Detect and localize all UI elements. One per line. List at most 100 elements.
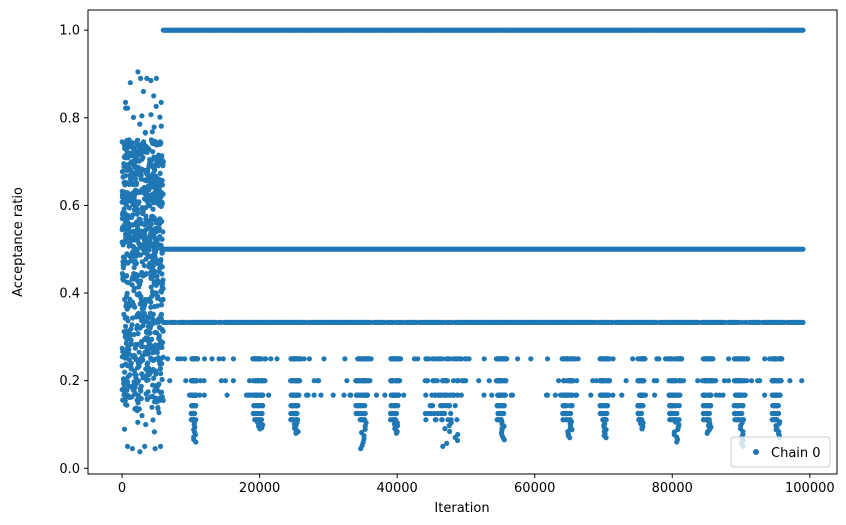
data-point: [306, 356, 312, 362]
data-point: [191, 378, 197, 384]
data-point: [156, 221, 163, 227]
data-point: [155, 201, 161, 207]
data-point: [193, 439, 199, 445]
data-point: [259, 392, 265, 398]
data-point: [252, 410, 258, 417]
data-point: [129, 222, 136, 228]
data-point: [476, 378, 482, 384]
data-point: [132, 232, 139, 238]
data-point: [130, 145, 136, 151]
data-point: [134, 211, 140, 217]
data-point: [508, 392, 514, 398]
data-point: [564, 378, 570, 384]
data-point: [159, 156, 165, 162]
data-point: [139, 343, 145, 350]
data-point: [674, 439, 680, 445]
data-point: [152, 236, 158, 242]
data-point: [703, 403, 709, 409]
data-point: [501, 403, 507, 409]
data-point: [565, 410, 571, 417]
data-point: [123, 323, 129, 329]
data-point: [145, 360, 151, 366]
data-point: [800, 319, 806, 325]
data-point: [122, 334, 128, 340]
data-point: [449, 392, 455, 398]
data-point: [605, 356, 612, 362]
data-point: [428, 403, 434, 409]
data-point: [138, 315, 144, 321]
data-point: [154, 303, 160, 309]
data-point: [143, 421, 149, 428]
data-point: [708, 356, 715, 362]
data-point: [288, 356, 294, 362]
data-point: [123, 229, 130, 235]
data-point: [740, 403, 746, 409]
data-point: [142, 302, 148, 308]
data-point: [156, 324, 163, 330]
data-point: [619, 392, 625, 398]
data-point: [158, 311, 165, 317]
data-point: [777, 392, 783, 398]
data-point: [259, 410, 265, 417]
data-point: [568, 403, 574, 409]
data-point: [652, 392, 658, 398]
data-point: [364, 392, 370, 398]
data-point: [142, 232, 148, 238]
scatter-points: [119, 27, 806, 455]
data-point: [154, 273, 160, 279]
data-point: [426, 410, 432, 417]
data-point: [318, 392, 324, 398]
data-point: [423, 417, 429, 423]
data-point: [140, 88, 146, 95]
data-point: [130, 114, 137, 120]
data-point: [668, 410, 674, 417]
data-point: [654, 378, 660, 384]
data-point: [357, 417, 363, 423]
y-axis: 0.0 0.2 0.4 0.6 0.8 1.0: [59, 24, 88, 477]
data-point: [429, 356, 436, 362]
data-point: [669, 356, 675, 362]
data-point: [135, 419, 141, 425]
data-point: [642, 356, 648, 362]
data-point: [149, 140, 156, 146]
data-point: [140, 273, 146, 279]
data-point: [787, 378, 793, 384]
data-point: [401, 392, 407, 398]
data-point: [446, 423, 452, 429]
data-point: [353, 410, 359, 417]
data-point: [362, 410, 368, 417]
y-tick-label: 1.0: [59, 24, 80, 39]
data-point: [567, 392, 573, 398]
data-point: [149, 404, 155, 410]
data-point: [701, 417, 707, 423]
data-point: [656, 356, 662, 362]
data-point: [251, 392, 257, 398]
data-point: [133, 181, 139, 187]
data-point: [493, 378, 499, 384]
data-point: [167, 378, 173, 384]
data-point: [598, 410, 605, 417]
data-point: [138, 188, 144, 194]
data-point: [144, 75, 150, 81]
data-point: [444, 378, 450, 384]
data-point: [731, 403, 737, 409]
data-point: [321, 356, 327, 362]
data-point: [134, 341, 140, 347]
data-point: [158, 289, 165, 295]
data-point: [597, 403, 603, 409]
data-point: [440, 378, 446, 384]
data-point: [362, 426, 368, 432]
data-point: [151, 247, 157, 253]
data-point: [575, 356, 581, 362]
data-point: [304, 392, 310, 398]
data-point: [748, 378, 755, 384]
data-point: [481, 356, 487, 362]
data-point: [254, 356, 260, 362]
data-point: [294, 410, 300, 417]
data-point: [590, 378, 596, 384]
data-point: [128, 214, 134, 221]
data-point: [391, 403, 397, 409]
legend-marker: [753, 449, 759, 455]
data-point: [197, 378, 203, 384]
data-point: [138, 75, 144, 81]
